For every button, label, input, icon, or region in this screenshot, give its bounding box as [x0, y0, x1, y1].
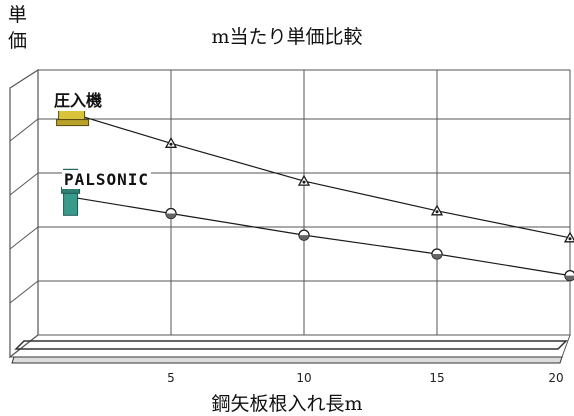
- series-label-asshuki: 圧入機: [52, 87, 105, 111]
- x-tick-label-15: 15: [429, 371, 444, 385]
- series-0-point-4: [563, 231, 574, 243]
- x-axis-label: 鋼矢板根入れ長m: [211, 393, 363, 415]
- left-wall: [9, 68, 39, 359]
- x-tick-label-5: 5: [167, 371, 175, 385]
- h-gridline-wall-2: [9, 226, 39, 250]
- series-0-point-2-dot: [302, 180, 306, 184]
- y-axis-label-char-2: 価: [8, 30, 28, 52]
- series-0-point-4-dot: [568, 237, 572, 241]
- series-label-palsonic: PALSONIC: [62, 170, 152, 189]
- series-1-point-2-shade: [299, 235, 309, 241]
- x-tick-label-10: 10: [296, 371, 311, 385]
- chart-title: m当たり単価比較: [211, 26, 363, 48]
- h-gridline-wall-1: [9, 280, 39, 304]
- x-tick-label-20: 20: [548, 371, 563, 385]
- press-machine-base-icon: [56, 119, 90, 127]
- h-gridline-wall-4: [9, 118, 39, 142]
- y-axis-label-char-1: 単: [8, 4, 28, 26]
- floor-edge: [11, 356, 563, 364]
- series-line-1: [72, 196, 571, 277]
- series-1-point-1-shade: [166, 213, 176, 219]
- series-1-point-4-shade: [565, 275, 574, 281]
- series-0-point-3-dot: [435, 210, 439, 214]
- series-1-point-3-shade: [432, 254, 442, 259]
- series-0-point-1-dot: [169, 142, 173, 146]
- h-gridline-wall-3: [9, 172, 39, 196]
- floor-rail: [14, 340, 568, 350]
- floor: [8, 334, 571, 358]
